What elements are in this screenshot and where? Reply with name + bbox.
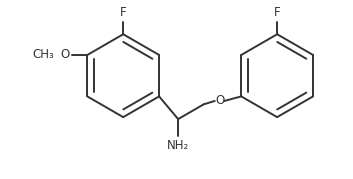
Text: O: O [60,49,70,61]
Text: NH₂: NH₂ [167,139,189,152]
Text: CH₃: CH₃ [32,49,54,61]
Text: F: F [120,6,126,19]
Text: O: O [215,95,224,107]
Text: F: F [274,6,281,19]
